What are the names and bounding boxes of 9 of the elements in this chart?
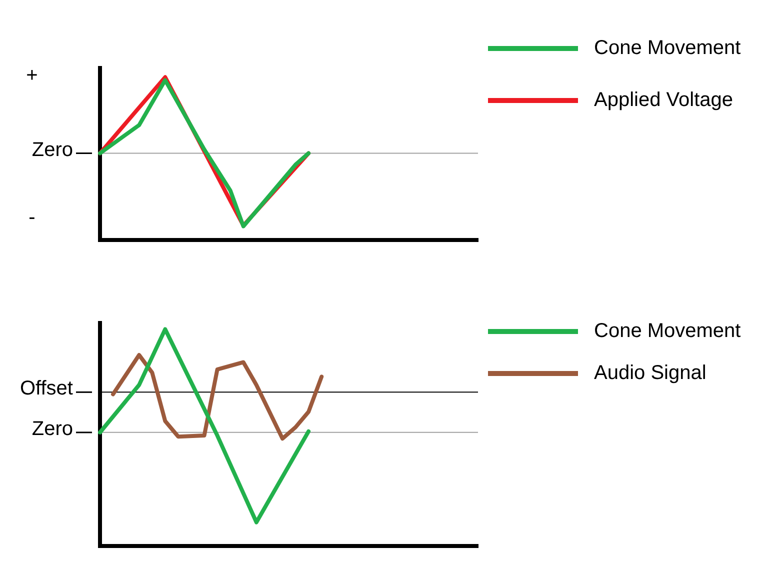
text: - bbox=[28, 206, 36, 229]
legend-label: Applied Voltage bbox=[594, 88, 734, 112]
ref-line-label: Zero bbox=[32, 138, 73, 161]
legend-label: Audio Signal bbox=[594, 361, 706, 385]
text: + bbox=[26, 64, 38, 87]
ref-line-label: Zero bbox=[32, 418, 73, 440]
ref-line-label: Offset bbox=[20, 378, 74, 400]
legend-label: Cone Movement bbox=[594, 36, 741, 60]
legend-label: Cone Movement bbox=[594, 319, 741, 343]
